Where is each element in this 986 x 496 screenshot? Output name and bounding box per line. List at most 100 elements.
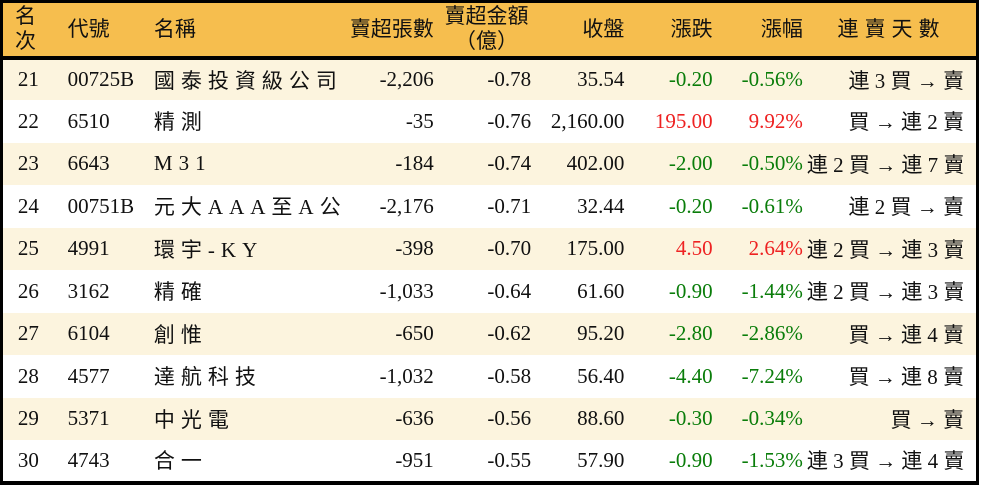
header-cell-rank: 名次 xyxy=(1,1,54,60)
table-row: 24 00751B 元大AAA至A公司債 -2,176 -0.71 32.44 … xyxy=(1,185,978,228)
cell-shares: -951 xyxy=(340,440,438,483)
cell-close: 175.00 xyxy=(535,227,629,270)
cell-amount: -0.74 xyxy=(437,142,536,185)
cell-close: 35.54 xyxy=(535,57,629,100)
cell-change: 4.50 xyxy=(628,227,717,270)
cell-close: 57.90 xyxy=(535,440,629,483)
cell-code: 6104 xyxy=(53,312,140,355)
table-header: 名次 代號 名稱 賣超張數 賣超金額 （億） 收盤 漲跌 漲幅 連賣天數 xyxy=(1,1,978,60)
cell-amount: -0.78 xyxy=(437,57,536,100)
table-row: 23 6643 M31 -184 -0.74 402.00 -2.00 -0.5… xyxy=(1,142,978,185)
cell-change: -2.80 xyxy=(628,312,717,355)
cell-shares: -1,032 xyxy=(340,355,438,398)
net-sell-ranking-table: 名次 代號 名稱 賣超張數 賣超金額 （億） 收盤 漲跌 漲幅 連賣天數 21 … xyxy=(0,0,979,485)
table-row: 28 4577 達航科技 -1,032 -0.58 56.40 -4.40 -7… xyxy=(1,355,978,398)
cell-pct: -0.50% xyxy=(716,142,807,185)
cell-change: -0.20 xyxy=(628,185,717,228)
cell-name: 環宇-KY xyxy=(139,227,341,270)
cell-amount: -0.58 xyxy=(437,355,536,398)
header-cell-close: 收盤 xyxy=(535,1,629,60)
table-row: 26 3162 精確 -1,033 -0.64 61.60 -0.90 -1.4… xyxy=(1,270,978,313)
cell-amount: -0.55 xyxy=(437,440,536,483)
table-row: 29 5371 中光電 -636 -0.56 88.60 -0.30 -0.34… xyxy=(1,397,978,440)
cell-change: -2.00 xyxy=(628,142,717,185)
cell-amount: -0.56 xyxy=(437,397,536,440)
cell-rank: 24 xyxy=(1,185,54,228)
cell-close: 61.60 xyxy=(535,270,629,313)
cell-code: 4743 xyxy=(53,440,140,483)
cell-code: 6643 xyxy=(53,142,140,185)
cell-rank: 30 xyxy=(1,440,54,483)
cell-amount: -0.62 xyxy=(437,312,536,355)
cell-shares: -2,206 xyxy=(340,57,438,100)
cell-name: 精確 xyxy=(139,270,341,313)
cell-name: 創惟 xyxy=(139,312,341,355)
cell-close: 402.00 xyxy=(535,142,629,185)
cell-code: 4577 xyxy=(53,355,140,398)
cell-shares: -398 xyxy=(340,227,438,270)
cell-amount: -0.64 xyxy=(437,270,536,313)
cell-code: 6510 xyxy=(53,100,140,143)
header-cell-amount: 賣超金額 （億） xyxy=(437,1,536,60)
table-body: 21 00725B 國泰投資級公司債 -2,206 -0.78 35.54 -0… xyxy=(1,57,978,483)
header-cell-shares: 賣超張數 xyxy=(340,1,438,60)
cell-rank: 22 xyxy=(1,100,54,143)
cell-code: 00751B xyxy=(53,185,140,228)
cell-pct: 9.92% xyxy=(716,100,807,143)
cell-pct: -2.86% xyxy=(716,312,807,355)
cell-name: 達航科技 xyxy=(139,355,341,398)
cell-streak: 連 2 買 → 連 7 賣 xyxy=(806,142,978,185)
cell-streak: 連 3 買 → 賣 xyxy=(806,57,978,100)
table-row: 30 4743 合一 -951 -0.55 57.90 -0.90 -1.53%… xyxy=(1,440,978,483)
cell-rank: 25 xyxy=(1,227,54,270)
cell-shares: -35 xyxy=(340,100,438,143)
cell-rank: 23 xyxy=(1,142,54,185)
cell-change: -0.90 xyxy=(628,440,717,483)
table-row: 27 6104 創惟 -650 -0.62 95.20 -2.80 -2.86%… xyxy=(1,312,978,355)
cell-shares: -650 xyxy=(340,312,438,355)
cell-pct: -7.24% xyxy=(716,355,807,398)
cell-rank: 21 xyxy=(1,57,54,100)
cell-change: 195.00 xyxy=(628,100,717,143)
cell-code: 3162 xyxy=(53,270,140,313)
header-cell-streak: 連賣天數 xyxy=(806,1,978,60)
cell-amount: -0.71 xyxy=(437,185,536,228)
cell-change: -0.30 xyxy=(628,397,717,440)
header-cell-name: 名稱 xyxy=(139,1,341,60)
cell-close: 32.44 xyxy=(535,185,629,228)
cell-streak: 買 → 賣 xyxy=(806,397,978,440)
cell-streak: 連 2 買 → 賣 xyxy=(806,185,978,228)
cell-amount: -0.76 xyxy=(437,100,536,143)
cell-streak: 連 2 買 → 連 3 賣 xyxy=(806,270,978,313)
cell-pct: -1.44% xyxy=(716,270,807,313)
cell-pct: -0.56% xyxy=(716,57,807,100)
cell-shares: -1,033 xyxy=(340,270,438,313)
cell-change: -4.40 xyxy=(628,355,717,398)
cell-shares: -184 xyxy=(340,142,438,185)
cell-name: 精測 xyxy=(139,100,341,143)
cell-close: 2,160.00 xyxy=(535,100,629,143)
table-row: 21 00725B 國泰投資級公司債 -2,206 -0.78 35.54 -0… xyxy=(1,57,978,100)
cell-pct: 2.64% xyxy=(716,227,807,270)
header-cell-pct: 漲幅 xyxy=(716,1,807,60)
cell-pct: -1.53% xyxy=(716,440,807,483)
header-row: 名次 代號 名稱 賣超張數 賣超金額 （億） 收盤 漲跌 漲幅 連賣天數 xyxy=(1,1,978,60)
cell-streak: 買 → 連 2 賣 xyxy=(806,100,978,143)
cell-streak: 連 3 買 → 連 4 賣 xyxy=(806,440,978,483)
cell-close: 56.40 xyxy=(535,355,629,398)
cell-name: 中光電 xyxy=(139,397,341,440)
cell-change: -0.20 xyxy=(628,57,717,100)
cell-name: 元大AAA至A公司債 xyxy=(139,185,341,228)
cell-streak: 連 2 買 → 連 3 賣 xyxy=(806,227,978,270)
header-cell-change: 漲跌 xyxy=(628,1,717,60)
cell-close: 88.60 xyxy=(535,397,629,440)
cell-name: 合一 xyxy=(139,440,341,483)
cell-pct: -0.61% xyxy=(716,185,807,228)
cell-rank: 28 xyxy=(1,355,54,398)
cell-streak: 買 → 連 4 賣 xyxy=(806,312,978,355)
cell-code: 4991 xyxy=(53,227,140,270)
cell-streak: 買 → 連 8 賣 xyxy=(806,355,978,398)
cell-close: 95.20 xyxy=(535,312,629,355)
cell-name: 國泰投資級公司債 xyxy=(139,57,341,100)
